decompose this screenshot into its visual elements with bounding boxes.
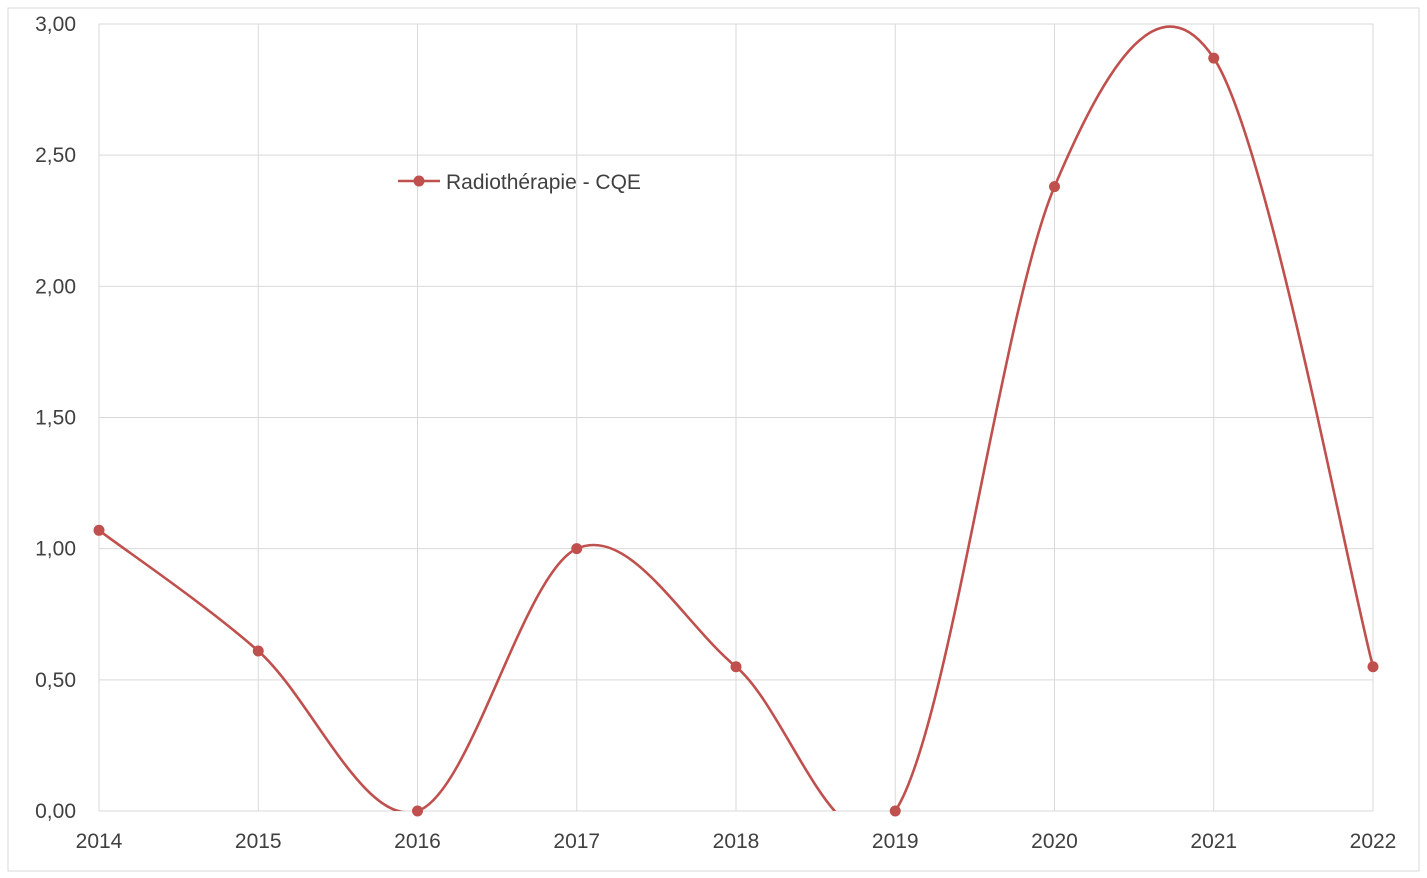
data-point-marker bbox=[1367, 661, 1379, 673]
x-tick-label: 2022 bbox=[1350, 830, 1397, 853]
y-tick-label: 1,00 bbox=[35, 538, 76, 561]
data-point-marker bbox=[889, 805, 901, 817]
y-tick-label: 2,50 bbox=[35, 144, 76, 167]
y-axis-tick-labels: 0,00 0,50 1,00 1,50 2,00 2,50 3,00 bbox=[35, 13, 76, 823]
data-point-marker bbox=[730, 661, 742, 673]
data-point-marker bbox=[252, 645, 264, 657]
x-axis-tick-labels: 2014 2015 2016 2017 2018 2019 2020 2021 2022 bbox=[76, 830, 1397, 853]
y-tick-label: 1,50 bbox=[35, 407, 76, 430]
y-tick-label: 0,50 bbox=[35, 669, 76, 692]
legend-marker-sample bbox=[413, 175, 425, 187]
data-point-marker bbox=[412, 805, 423, 817]
series-markers bbox=[93, 52, 1379, 817]
x-tick-label: 2019 bbox=[872, 830, 919, 853]
horizontal-gridlines bbox=[99, 23, 1373, 812]
x-tick-label: 2017 bbox=[553, 830, 600, 853]
y-tick-label: 2,00 bbox=[35, 275, 76, 298]
data-point-marker bbox=[571, 543, 583, 555]
legend: Radiothérapie - CQE bbox=[398, 171, 641, 194]
data-point-marker bbox=[1208, 52, 1220, 64]
data-point-marker bbox=[93, 524, 105, 536]
legend-label: Radiothérapie - CQE bbox=[446, 171, 641, 194]
chart-border bbox=[7, 7, 1420, 872]
x-tick-label: 2016 bbox=[394, 830, 441, 853]
x-tick-label: 2020 bbox=[1031, 830, 1078, 853]
x-tick-label: 2021 bbox=[1190, 830, 1237, 853]
x-tick-label: 2018 bbox=[713, 830, 760, 853]
x-tick-label: 2014 bbox=[76, 830, 123, 853]
x-tick-label: 2015 bbox=[235, 830, 282, 853]
y-tick-label: 3,00 bbox=[35, 13, 76, 36]
data-point-marker bbox=[1049, 181, 1060, 193]
y-tick-label: 0,00 bbox=[35, 800, 76, 823]
